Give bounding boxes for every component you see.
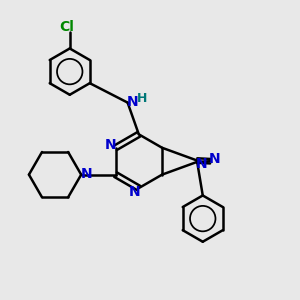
Text: N: N bbox=[105, 138, 117, 152]
Text: N: N bbox=[209, 152, 220, 166]
Text: N: N bbox=[81, 167, 93, 181]
Text: Cl: Cl bbox=[59, 20, 74, 34]
Text: H: H bbox=[136, 92, 147, 105]
Text: N: N bbox=[128, 185, 140, 199]
Text: N: N bbox=[196, 158, 207, 172]
Text: N: N bbox=[126, 95, 138, 109]
